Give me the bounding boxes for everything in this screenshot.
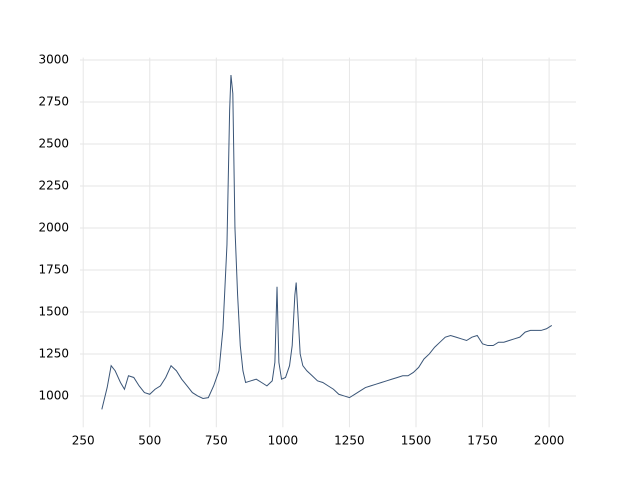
x-tick-label: 1250 bbox=[334, 434, 365, 448]
x-tick-label: 1750 bbox=[467, 434, 498, 448]
x-tick-label: 1500 bbox=[401, 434, 432, 448]
x-tick-label: 750 bbox=[205, 434, 228, 448]
y-tick-label: 1000 bbox=[38, 388, 69, 402]
y-tick-label: 1250 bbox=[38, 346, 69, 360]
y-tick-label: 1500 bbox=[38, 304, 69, 318]
x-tick-label: 500 bbox=[138, 434, 161, 448]
x-tick-label: 250 bbox=[72, 434, 95, 448]
data-line bbox=[101, 75, 553, 410]
y-tick-label: 1750 bbox=[38, 262, 69, 276]
y-tick-label: 2000 bbox=[38, 220, 69, 234]
y-tick-label: 2750 bbox=[38, 94, 69, 108]
x-tick-label: 1000 bbox=[268, 434, 299, 448]
x-tick-label: 2000 bbox=[534, 434, 565, 448]
y-tick-label: 2500 bbox=[38, 136, 69, 150]
y-tick-label: 3000 bbox=[38, 52, 69, 66]
y-tick-label: 2250 bbox=[38, 178, 69, 192]
